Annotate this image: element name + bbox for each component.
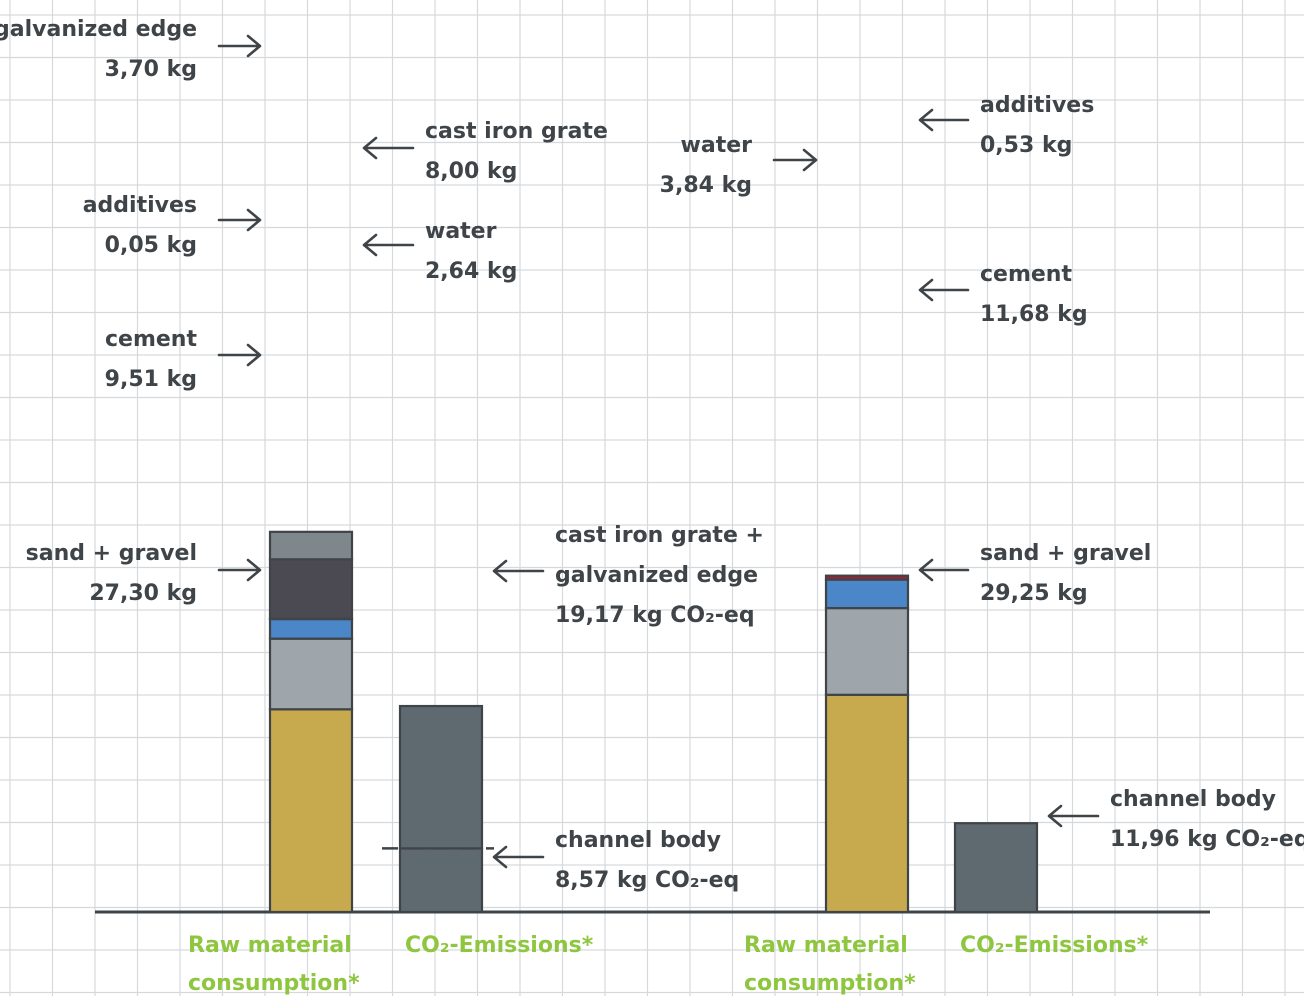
data-label-galvanized-edge: galvanized edge — [0, 17, 197, 42]
arrow-cast-iron-grate — [362, 136, 415, 160]
bar-segment-channel-body — [953, 822, 1039, 914]
category-label: Raw material — [744, 933, 908, 958]
data-label-additives: additives — [980, 93, 1094, 118]
arrow-additives — [217, 208, 262, 232]
data-label-cement: cement — [980, 262, 1072, 287]
data-label-water: 3,84 kg — [660, 173, 752, 198]
bars-layer — [95, 530, 1210, 914]
arrow-sand-gravel — [217, 558, 262, 582]
arrow-channel-body — [492, 845, 545, 869]
arrow-water — [362, 233, 415, 257]
category-label: CO₂-Emissions* — [960, 933, 1149, 958]
data-label-cast-iron-grate: 8,00 kg — [425, 159, 517, 184]
data-label-sand-gravel: sand + gravel — [980, 541, 1151, 566]
labels-layer: sand + gravel 27,30 kg cement 9,51 kg water 2… — [0, 17, 1304, 996]
data-label-channel-body: 8,57 kg CO₂-eq — [555, 868, 739, 893]
arrow-galvanized-edge — [217, 34, 262, 58]
data-label-channel-body: channel body — [1110, 787, 1276, 812]
data-label-water: water — [425, 219, 497, 244]
bar-segment-channel-body — [398, 847, 484, 914]
category-label: consumption* — [744, 971, 916, 996]
data-label-cast-iron-grate-galvanized-edge: 19,17 kg CO₂-eq — [555, 603, 755, 628]
data-label-additives: additives — [83, 193, 197, 218]
bar-segment-galvanized-edge — [268, 530, 354, 561]
bar-segment-sand-gravel — [824, 693, 910, 914]
data-label-sand-gravel: sand + gravel — [26, 541, 197, 566]
bar-segment-cast-iron-grate — [268, 558, 354, 620]
data-label-galvanized-edge: 3,70 kg — [105, 57, 197, 82]
arrow-cement — [918, 278, 970, 302]
bar-segment-water — [824, 578, 910, 610]
arrow-additives — [918, 108, 970, 132]
data-label-channel-body: 11,96 kg CO₂-eq — [1110, 827, 1304, 852]
bar-segment-additives — [824, 574, 910, 581]
data-label-additives: 0,53 kg — [980, 133, 1072, 158]
arrow-sand-gravel — [918, 558, 970, 582]
arrow-water — [772, 148, 818, 172]
category-label: CO₂-Emissions* — [405, 933, 594, 958]
data-label-water: water — [681, 133, 753, 158]
data-label-cast-iron-grate: cast iron grate — [425, 119, 608, 144]
data-label-cast-iron-grate-galvanized-edge: cast iron grate + — [555, 523, 764, 548]
data-label-water: 2,64 kg — [425, 259, 517, 284]
category-label: consumption* — [188, 971, 360, 996]
bar-segment-sand-gravel — [268, 708, 354, 914]
data-label-sand-gravel: 27,30 kg — [89, 581, 197, 606]
bar-segment-cement — [824, 606, 910, 696]
bar-segment-cast-iron-grate-galvanized-edge — [398, 704, 484, 850]
data-label-cement: 11,68 kg — [980, 302, 1088, 327]
data-label-cast-iron-grate-galvanized-edge: galvanized edge — [555, 563, 758, 588]
data-label-cement: 9,51 kg — [105, 367, 197, 392]
arrow-cast-iron-grate-galvanized-edge — [492, 559, 545, 583]
data-label-cement: cement — [105, 327, 197, 352]
bar-segment-cement — [268, 637, 354, 711]
bar-segment-water — [268, 617, 354, 640]
data-label-channel-body: channel body — [555, 828, 721, 853]
data-label-additives: 0,05 kg — [105, 233, 197, 258]
arrow-channel-body — [1047, 804, 1100, 828]
data-label-sand-gravel: 29,25 kg — [980, 581, 1088, 606]
arrow-cement — [217, 343, 262, 367]
category-label: Raw material — [188, 933, 352, 958]
